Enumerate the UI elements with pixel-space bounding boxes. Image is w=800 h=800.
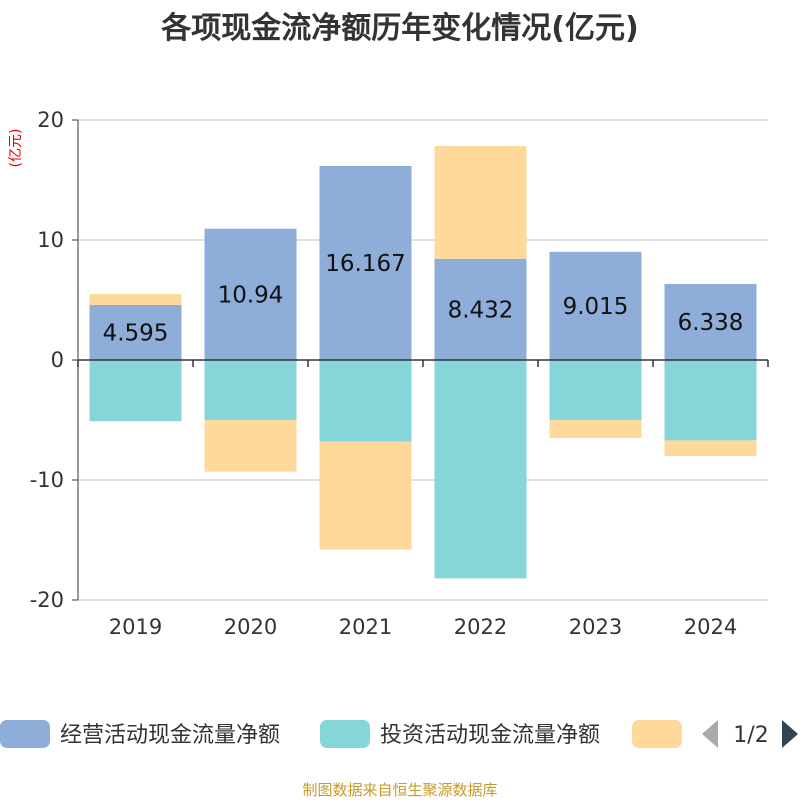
bar-0-2019[interactable] (89, 304, 182, 360)
legend-swatch-operating[interactable] (0, 720, 50, 748)
bar-2-2021[interactable] (319, 441, 412, 550)
data-labels: 4.595 10.94 16.167 8.432 9.015 6.338 (103, 251, 744, 346)
x-tick-label: 2019 (109, 615, 162, 639)
gridlines (72, 119, 768, 601)
y-axis-unit: (亿元) (8, 129, 24, 168)
bar-2-2023[interactable] (549, 420, 642, 438)
bar-1-2024[interactable] (664, 360, 757, 441)
data-label: 4.595 (103, 320, 169, 346)
y-tick-label: -20 (30, 588, 64, 612)
x-tick-label: 2020 (224, 615, 277, 639)
y-tick-label: 10 (37, 228, 64, 252)
bar-0-2023[interactable] (549, 251, 642, 360)
bar-1-2019[interactable] (89, 360, 182, 422)
y-tick-label: 20 (37, 108, 64, 132)
legend-swatch-financing[interactable] (632, 720, 682, 748)
x-tick-label: 2023 (569, 615, 622, 639)
bar-0-2021[interactable] (319, 165, 412, 360)
bar-1-2021[interactable] (319, 360, 412, 442)
x-axis (77, 120, 769, 600)
data-label: 9.015 (563, 294, 629, 320)
legend-label-operating[interactable]: 经营活动现金流量净额 (60, 723, 280, 748)
bar-1-2023[interactable] (549, 360, 642, 420)
data-label: 8.432 (448, 297, 514, 323)
bar-1-2022[interactable] (434, 360, 527, 579)
y-tick-label: -10 (30, 468, 64, 492)
bar-2-2019[interactable] (89, 294, 182, 305)
data-label: 6.338 (678, 310, 744, 336)
legend-next-page-icon[interactable] (782, 720, 798, 748)
legend-swatch-investing[interactable] (320, 720, 370, 748)
bar-2-2024[interactable] (664, 440, 757, 456)
x-tick-label: 2021 (339, 615, 392, 639)
bar-2-2022[interactable] (434, 146, 527, 259)
legend: 经营活动现金流量净额 投资活动现金流量净额 1/2 (0, 720, 798, 748)
x-tick-label: 2022 (454, 615, 507, 639)
bar-0-2020[interactable] (204, 228, 297, 360)
y-tick-label: 0 (51, 348, 64, 372)
x-tick-label: 2024 (684, 615, 737, 639)
data-label: 10.94 (218, 282, 284, 308)
bar-2-2020[interactable] (204, 420, 297, 472)
bar-1-2020[interactable] (204, 360, 297, 420)
legend-prev-page-icon[interactable] (702, 720, 718, 748)
y-tick-labels: 20 10 0 -10 -20 (30, 108, 64, 612)
x-tick-labels: 2019 2020 2021 2022 2023 2024 (109, 615, 737, 639)
legend-label-investing[interactable]: 投资活动现金流量净额 (380, 723, 600, 748)
legend-page-indicator: 1/2 (733, 723, 768, 748)
bar-0-2024[interactable] (664, 283, 757, 360)
chart-title: 各项现金流净额历年变化情况(亿元) (160, 11, 638, 46)
bar-0-2022[interactable] (434, 258, 527, 360)
source-note: 制图数据来自恒生聚源数据库 (302, 781, 497, 799)
bar-marks (89, 146, 757, 579)
data-label: 16.167 (325, 251, 405, 277)
